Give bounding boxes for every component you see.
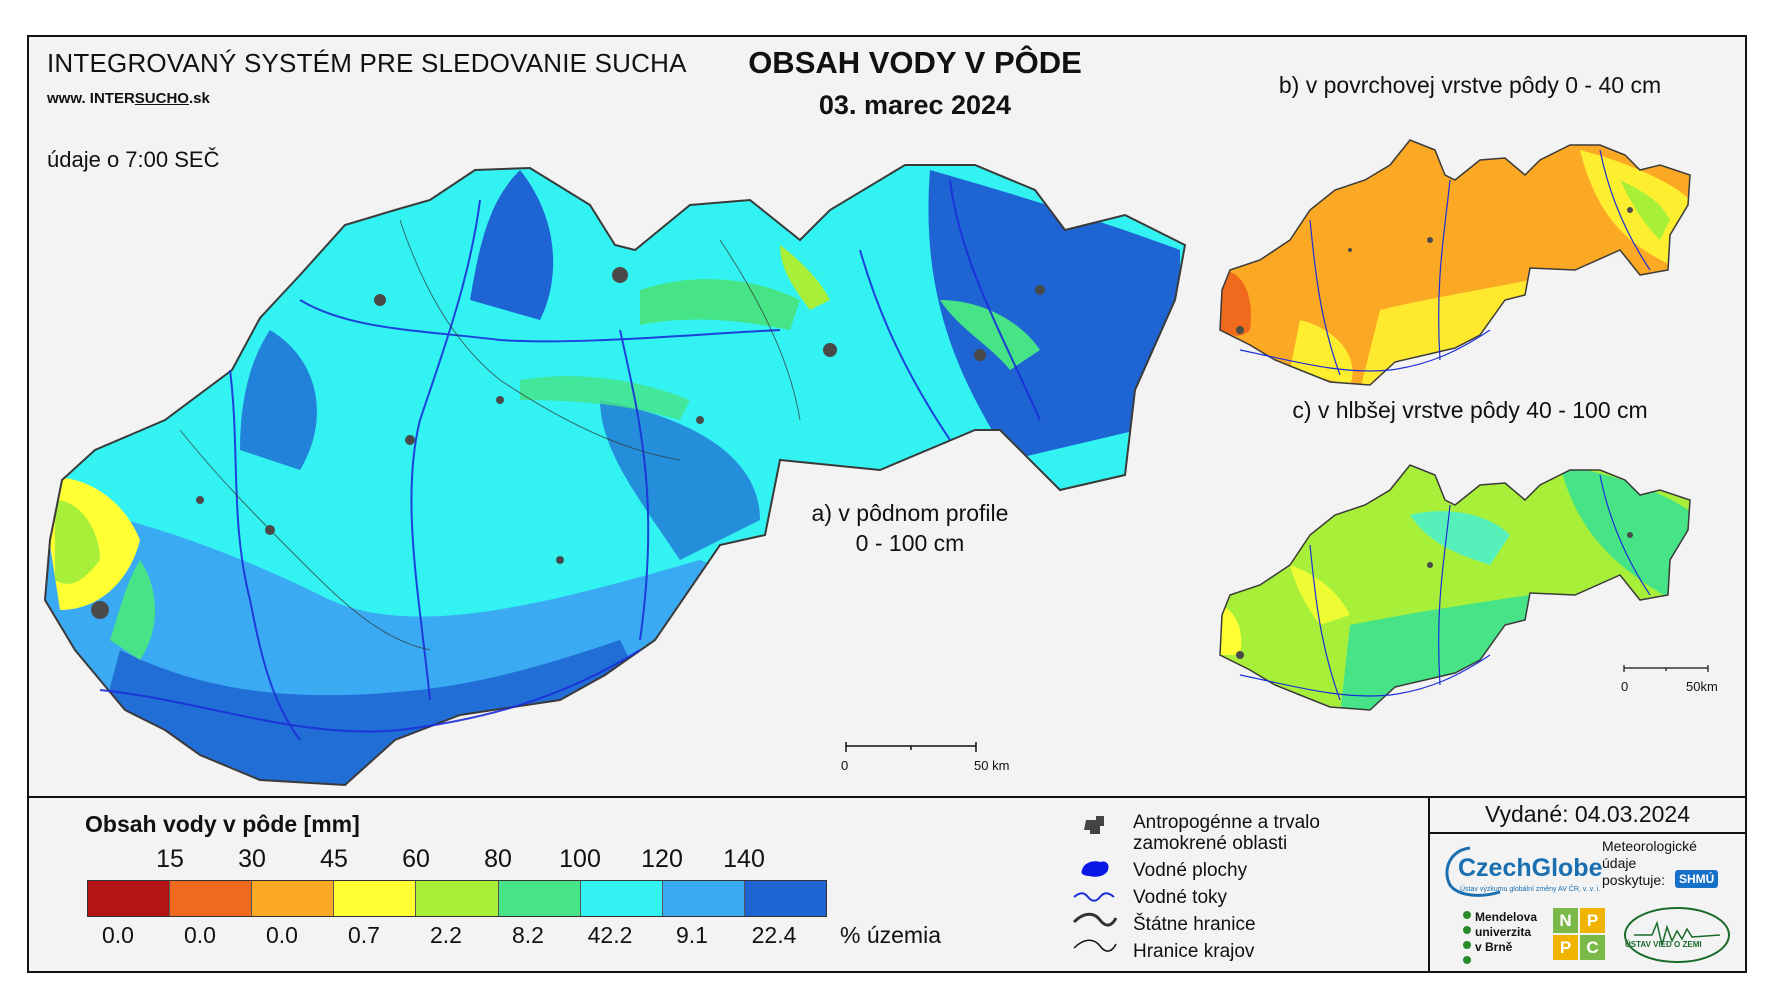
- legend-state-border-label: Štátne hranice: [1133, 914, 1256, 935]
- legend-threshold: 45: [320, 845, 348, 873]
- legend-swatch-8: [662, 881, 745, 916]
- region-border-icon: [1073, 939, 1117, 952]
- map-a-caption-1: a) v pôdnom profile: [811, 500, 1009, 526]
- river-icon: [1073, 892, 1115, 902]
- legend-percentage: 42.2: [587, 922, 633, 948]
- legend-threshold: 140: [723, 845, 765, 873]
- legend-swatch-4: [334, 881, 417, 916]
- legend-percentage: 8.2: [512, 922, 544, 948]
- legend-swatch-1: [88, 881, 171, 916]
- legend-swatch-5: [416, 881, 499, 916]
- symbol-legend-icons: [1072, 816, 1118, 952]
- main-scale-start: 0: [841, 758, 849, 773]
- legend-percentage: 2.2: [430, 922, 462, 948]
- legend-region-border-label: Hranice krajov: [1133, 941, 1255, 962]
- legend-threshold: 30: [238, 845, 266, 873]
- page-title: OBSAH VODY V PÔDE: [748, 45, 1082, 80]
- shmu-logo[interactable]: SHMÚ: [1675, 870, 1719, 888]
- legend-anthropogenic-label: Antropogénne a trvalo zamokrené oblasti: [1133, 812, 1320, 854]
- legend-percentage: 0.0: [266, 922, 298, 948]
- legend-percentage: 0.0: [102, 922, 134, 948]
- nppc-logo[interactable]: N P P C: [1553, 908, 1607, 962]
- mendel-university-logo[interactable]: Mendelova univerzita v Brně: [1475, 910, 1538, 954]
- website-link[interactable]: www. INTERSUCHO.sk: [47, 90, 210, 107]
- issued-divider: [1428, 832, 1747, 834]
- legend-threshold: 15: [156, 845, 184, 873]
- system-title: INTEGROVANÝ SYSTÉM PRE SLEDOVANIE SUCHA: [47, 48, 687, 78]
- legend-title: Obsah vody v pôde [mm]: [85, 811, 360, 837]
- issued-date: Vydané: 04.03.2024: [1484, 801, 1691, 827]
- small-scale-start: 0: [1621, 679, 1629, 694]
- water-body-icon: [1081, 861, 1109, 877]
- percent-territory-label: % územia: [840, 922, 941, 948]
- uvz-logo[interactable]: ÚSTAV VIED O ZEMI: [1625, 940, 1702, 949]
- small-scale-bar: [1623, 665, 1709, 672]
- met-data-provider: Meteorologické údaje poskytuje:: [1602, 838, 1697, 888]
- legend-percentage: 22.4: [751, 922, 797, 948]
- map-b-caption: b) v povrchovej vrstve pôdy 0 - 40 cm: [1278, 72, 1662, 98]
- legend-swatch-7: [580, 881, 663, 916]
- map-date: 03. marec 2024: [818, 90, 1012, 120]
- legend-divider: [27, 796, 1747, 798]
- legend-swatch-9: [744, 881, 826, 916]
- legend-percentage: 0.7: [348, 922, 380, 948]
- time-note: údaje o 7:00 SEČ: [47, 147, 220, 172]
- issued-box: [1428, 796, 1747, 973]
- legend-water-body-label: Vodné plochy: [1133, 860, 1248, 881]
- legend-threshold: 100: [559, 845, 601, 873]
- legend-colorbar: [87, 880, 827, 917]
- legend-swatch-2: [170, 881, 253, 916]
- legend-threshold: 120: [641, 845, 683, 873]
- legend-threshold: 80: [484, 845, 512, 873]
- main-map: [44, 164, 1186, 786]
- legend-percentage: 0.0: [184, 922, 216, 948]
- main-scale-bar: [845, 742, 977, 752]
- legend-swatch-6: [498, 881, 581, 916]
- legend-river-label: Vodné toky: [1133, 887, 1228, 908]
- legend-threshold: 60: [402, 845, 430, 873]
- legend-swatch-3: [252, 881, 335, 916]
- map-b-surface-layer: [1219, 139, 1691, 386]
- map-a-caption-2: 0 - 100 cm: [855, 530, 965, 556]
- legend-percentage: 9.1: [676, 922, 708, 948]
- map-c-caption: c) v hlbšej vrstve pôdy 40 - 100 cm: [1292, 397, 1648, 423]
- czechglobe-subtitle: Ústav výzkumu globální změny AV ČR, v. v…: [1460, 886, 1601, 893]
- state-border-icon: [1072, 912, 1118, 927]
- uvz-logo-emblem: [1624, 907, 1730, 963]
- main-scale-end: 50 km: [974, 758, 1010, 773]
- mendel-dots-icon: [1463, 911, 1471, 964]
- anthropogenic-area-icon: [1084, 816, 1104, 834]
- czechglobe-name: CzechGlobe: [1458, 854, 1603, 882]
- map-c-deep-layer: [1219, 464, 1691, 711]
- small-scale-end: 50km: [1686, 679, 1718, 694]
